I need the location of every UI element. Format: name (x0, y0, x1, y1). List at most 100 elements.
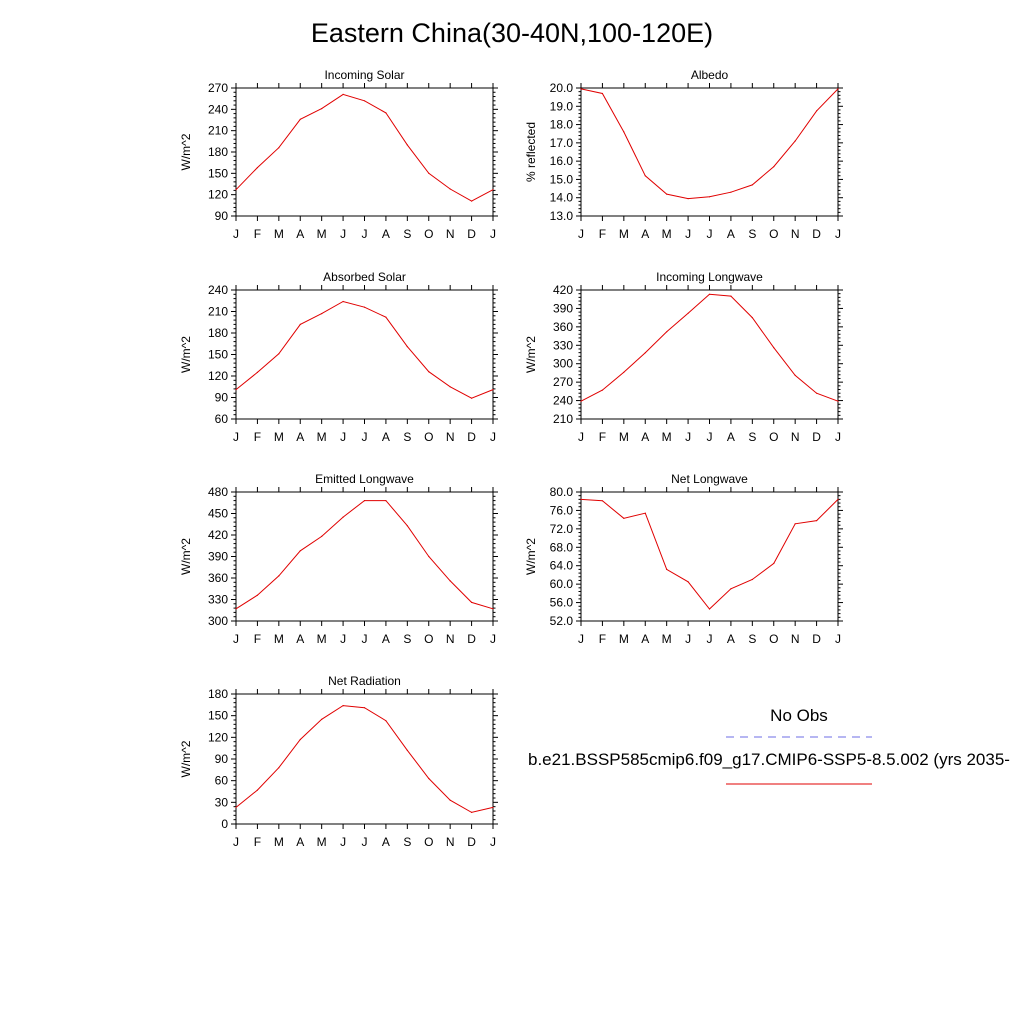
x-tick-label: A (382, 632, 390, 646)
x-tick-label: F (599, 632, 606, 646)
y-axis-label: W/m^2 (179, 538, 193, 575)
y-tick-label: 270 (553, 375, 573, 389)
plot-frame (235, 289, 494, 420)
x-tick-label: S (403, 835, 411, 849)
panel-title: Albedo (691, 68, 729, 82)
x-tick-label: N (446, 835, 455, 849)
y-tick-label: 20.0 (550, 81, 574, 95)
panel-title: Absorbed Solar (323, 270, 406, 284)
x-tick-label: A (382, 835, 390, 849)
data-point (299, 323, 301, 325)
y-tick-label: 300 (208, 614, 228, 628)
x-tick-label: A (296, 227, 304, 241)
x-tick-label: N (791, 430, 800, 444)
y-tick-label: 180 (208, 687, 228, 701)
panel-title: Net Radiation (328, 674, 401, 688)
x-tick-label: O (424, 835, 433, 849)
x-tick-label: J (233, 430, 239, 444)
y-tick-label: 330 (553, 338, 573, 352)
x-tick-label: M (274, 430, 284, 444)
panel-title: Emitted Longwave (315, 472, 414, 486)
y-tick-label: 90 (215, 209, 229, 223)
y-tick-label: 240 (553, 394, 573, 408)
y-tick-label: 60 (215, 412, 229, 426)
data-point (342, 93, 344, 95)
y-axis-label: W/m^2 (179, 133, 193, 170)
y-tick-label: 0 (221, 817, 228, 831)
plot-frame (580, 491, 839, 622)
x-tick-label: J (362, 632, 368, 646)
data-point (299, 738, 301, 741)
data-point (687, 198, 689, 200)
x-tick-label: O (769, 632, 778, 646)
y-tick-label: 120 (208, 369, 228, 383)
x-tick-label: J (707, 430, 713, 444)
data-point (471, 811, 473, 814)
x-tick-label: D (467, 632, 476, 646)
data-point (623, 131, 625, 133)
y-tick-label: 210 (208, 124, 228, 138)
data-point (580, 88, 582, 90)
x-tick-label: J (707, 227, 713, 241)
x-tick-label: S (403, 430, 411, 444)
y-tick-label: 90 (215, 391, 229, 405)
data-point (730, 191, 732, 193)
data-point (708, 293, 711, 295)
legend-obs-label: No Obs (770, 706, 828, 725)
data-point (837, 88, 839, 90)
y-tick-label: 60 (215, 774, 229, 788)
x-tick-label: D (467, 430, 476, 444)
data-point (644, 175, 646, 177)
data-point (278, 767, 280, 769)
series-line (235, 300, 494, 399)
x-tick-label: M (662, 430, 672, 444)
y-tick-label: 17.0 (550, 136, 574, 150)
y-tick-label: 150 (208, 709, 228, 723)
data-point (406, 346, 408, 348)
data-point (428, 172, 430, 174)
data-point (773, 562, 775, 565)
data-point (428, 371, 430, 373)
y-axis-label: W/m^2 (179, 336, 193, 373)
data-point (794, 140, 796, 142)
y-tick-label: 390 (553, 301, 573, 315)
y-tick-label: 180 (208, 326, 228, 340)
x-tick-label: A (296, 835, 304, 849)
x-tick-label: J (233, 227, 239, 241)
y-tick-label: 72.0 (550, 522, 574, 536)
x-tick-label: A (382, 227, 390, 241)
data-point (342, 705, 344, 707)
x-tick-label: J (685, 430, 691, 444)
y-axis-label: W/m^2 (524, 538, 538, 575)
x-tick-label: J (490, 227, 496, 241)
x-tick-label: S (403, 227, 411, 241)
data-point (623, 371, 625, 373)
y-tick-label: 13.0 (550, 209, 574, 223)
data-point (321, 313, 323, 315)
x-tick-label: J (340, 227, 346, 241)
data-point (363, 306, 366, 308)
y-tick-label: 210 (208, 305, 228, 319)
data-point (837, 498, 839, 500)
data-point (256, 594, 258, 596)
data-point (406, 525, 408, 527)
y-tick-label: 120 (208, 730, 228, 744)
x-tick-label: A (727, 632, 735, 646)
x-tick-label: F (599, 430, 606, 444)
series-line (235, 93, 494, 202)
y-axis-label: W/m^2 (179, 740, 193, 777)
data-point (235, 608, 237, 610)
y-tick-label: 76.0 (550, 503, 574, 517)
x-tick-label: M (274, 632, 284, 646)
data-point (601, 500, 604, 502)
data-point (278, 353, 280, 355)
y-tick-label: 14.0 (550, 191, 574, 205)
y-tick-label: 450 (208, 507, 228, 521)
y-tick-label: 150 (208, 348, 228, 362)
data-point (580, 498, 582, 500)
data-point (644, 352, 646, 354)
y-tick-label: 240 (208, 283, 228, 297)
data-point (492, 189, 494, 191)
y-tick-label: 270 (208, 81, 228, 95)
